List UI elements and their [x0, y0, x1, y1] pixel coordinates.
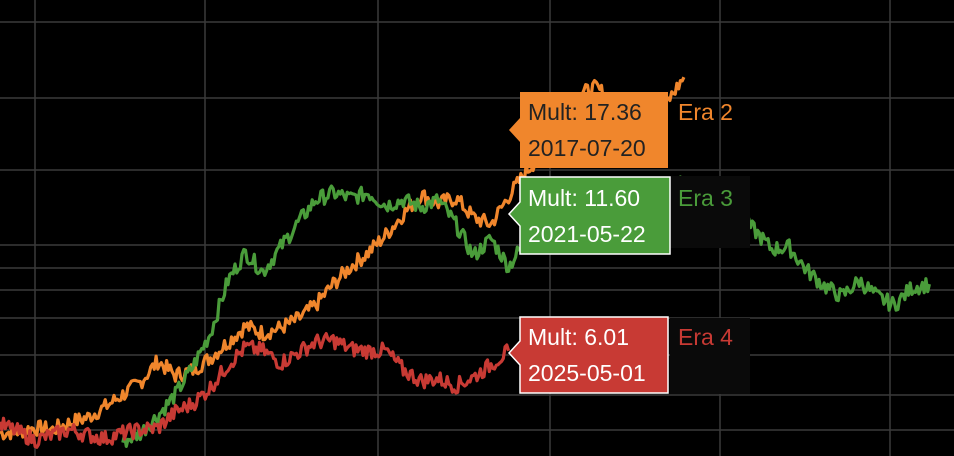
- tooltip-era-3-date: 2021-05-22: [528, 221, 646, 247]
- tooltip-era-2-box: [509, 92, 668, 168]
- label-backdrop-era-4: [670, 318, 750, 394]
- series-label-era-2: Era 2: [678, 99, 733, 125]
- series-label-era-4: Era 4: [678, 324, 733, 350]
- series-label-era-3: Era 3: [678, 185, 733, 211]
- tooltip-era-4-date: 2025-05-01: [528, 360, 646, 386]
- tooltip-era-3-box: [507, 176, 671, 255]
- tooltip-era-3-value: Mult: 11.60: [528, 185, 640, 211]
- tooltip-era-2: Mult: 17.36 2017-07-20: [509, 92, 668, 168]
- tooltip-era-4-box: [507, 316, 669, 394]
- tooltip-era-3: Mult: 11.60 2021-05-22: [507, 176, 750, 255]
- tooltip-era-4-value: Mult: 6.01: [528, 324, 629, 350]
- tooltip-era-2-value: Mult: 17.36: [528, 99, 642, 125]
- label-backdrop-era-3: [670, 176, 750, 248]
- series-line-era-4: [0, 332, 511, 449]
- tooltip-era-4: Mult: 6.01 2025-05-01: [507, 316, 750, 394]
- tooltip-era-2-date: 2017-07-20: [528, 135, 646, 161]
- series-lines: [0, 76, 931, 449]
